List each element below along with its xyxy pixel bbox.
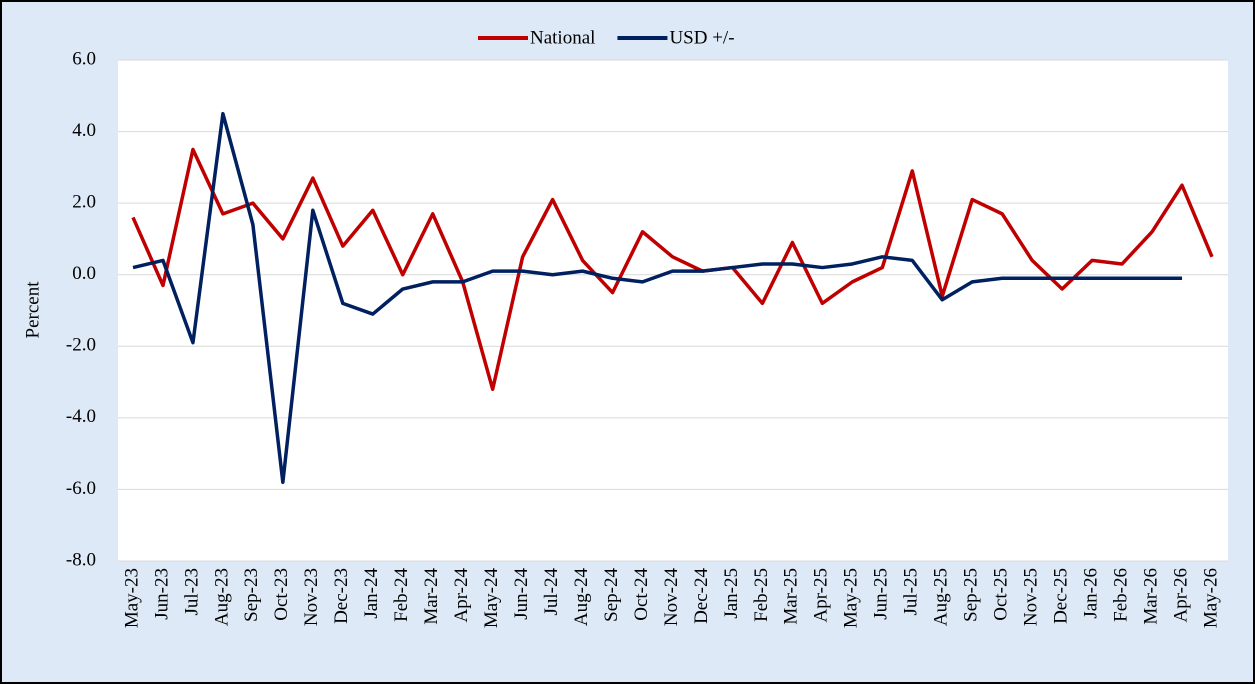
- x-tick-label: Oct-24: [631, 568, 652, 621]
- y-tick-label: 2.0: [72, 192, 96, 213]
- y-tick-label: 4.0: [72, 120, 96, 141]
- x-tick-label: Feb-25: [751, 568, 772, 622]
- legend: National USD +/-: [478, 27, 735, 48]
- x-tick-label: May-24: [481, 568, 502, 629]
- x-tick-label: Feb-24: [391, 568, 412, 622]
- x-tick-label: Jul-24: [541, 568, 562, 616]
- x-tick-label: Nov-25: [1021, 568, 1042, 626]
- x-tick-label: Jun-25: [871, 568, 892, 620]
- x-tick-label: Oct-25: [991, 568, 1012, 621]
- data-line: [132, 111, 1183, 485]
- x-tick-label: Jul-25: [901, 568, 922, 616]
- x-tick-label: Jan-24: [361, 568, 382, 619]
- x-tick-label: Sep-23: [241, 568, 262, 622]
- y-tick-label: -6.0: [66, 478, 96, 499]
- y-tick-label: -4.0: [66, 406, 96, 427]
- x-tick-label: Nov-23: [301, 568, 322, 626]
- x-tick-label: Jul-23: [181, 568, 202, 616]
- x-tick-label: Jun-23: [151, 568, 172, 620]
- x-tick-label: Mar-24: [421, 568, 442, 625]
- x-tick-label: Mar-25: [781, 568, 802, 625]
- y-axis-title: Percent: [22, 281, 43, 339]
- x-tick-label: Sep-24: [601, 568, 622, 622]
- y-tick-label: 0.0: [72, 263, 96, 284]
- x-tick-label: Dec-23: [331, 568, 352, 624]
- y-tick-label: 6.0: [72, 48, 96, 69]
- legend-label: USD +/-: [669, 27, 734, 48]
- x-tick-label: Oct-23: [271, 568, 292, 621]
- x-tick-label: Mar-26: [1140, 568, 1161, 625]
- x-tick-label: Apr-25: [811, 568, 832, 623]
- x-tick-label: Sep-25: [961, 568, 982, 622]
- y-tick-label: -8.0: [66, 549, 96, 570]
- data-line: [131, 147, 1214, 391]
- x-tick-label: May-26: [1200, 568, 1221, 628]
- x-tick-label: Jan-26: [1080, 568, 1101, 619]
- x-tick-label: May-25: [841, 568, 862, 628]
- x-tick-label: Jan-25: [721, 568, 742, 619]
- x-tick-label: Aug-25: [931, 568, 952, 626]
- x-tick-label: Dec-24: [691, 568, 712, 624]
- x-tick-label: Dec-25: [1050, 568, 1071, 624]
- x-tick-label: Aug-23: [211, 568, 232, 626]
- x-tick-label: Aug-24: [571, 568, 592, 627]
- y-tick-label: -2.0: [66, 335, 96, 356]
- x-tick-label: Jun-24: [511, 568, 532, 620]
- x-tick-label: Nov-24: [661, 568, 682, 627]
- x-tick-label: Apr-26: [1170, 568, 1191, 623]
- x-tick-label: Feb-26: [1110, 568, 1131, 622]
- legend-label: National: [530, 27, 595, 48]
- x-tick-label: Apr-24: [451, 568, 472, 623]
- x-tick-label: May-23: [121, 568, 142, 628]
- plot-area: [118, 60, 1228, 561]
